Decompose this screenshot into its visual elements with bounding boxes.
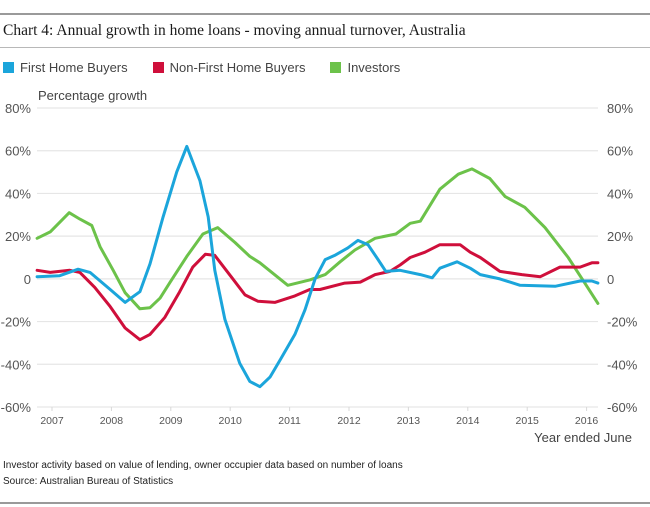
y-tick-label-right: 60% <box>607 144 633 159</box>
x-tick-label: 2015 <box>516 415 540 427</box>
y-tick-label-left: 40% <box>5 186 31 201</box>
y-axis-left: 80% 60% 40% 20% 0 -20% -40% -60% <box>1 101 32 415</box>
series-line-non-first-home-buyers <box>35 243 600 342</box>
y-axis-right: 80% 60% 40% 20% 0 -20% -40% -60% <box>607 101 638 415</box>
legend-swatch-first-home-buyers <box>3 62 14 73</box>
x-tick-label: 2009 <box>159 415 183 427</box>
y-tick-label-left: 80% <box>5 101 31 116</box>
legend-item-investors: Investors <box>330 60 400 75</box>
series-line-investors <box>35 167 600 311</box>
y-tick-label-left: 0 <box>24 272 31 287</box>
y-tick-label-left: 60% <box>5 144 31 159</box>
x-tick-label: 2012 <box>337 415 361 427</box>
y-tick-label-right: -60% <box>607 400 638 415</box>
y-axis-title: Percentage growth <box>38 88 148 103</box>
x-tick-label: 2007 <box>40 415 64 427</box>
y-tick-label-right: -20% <box>607 315 638 330</box>
legend-label: First Home Buyers <box>20 60 128 75</box>
top-rule <box>0 13 650 15</box>
y-tick-label-left: 20% <box>5 229 31 244</box>
legend-label: Investors <box>347 60 401 75</box>
y-tick-label-left: -40% <box>1 357 32 372</box>
x-tick-label: 2008 <box>100 415 124 427</box>
y-tick-label-right: 20% <box>607 229 633 244</box>
y-tick-label-left: -20% <box>1 315 32 330</box>
source-note: Source: Australian Bureau of Statistics <box>3 476 174 487</box>
series-line-first-home-buyers <box>35 144 600 389</box>
x-tick-label: 2014 <box>456 415 480 427</box>
legend-swatch-investors <box>330 62 342 73</box>
x-tick-label: 2016 <box>575 415 599 427</box>
legend-item-non-first-home-buyers: Non-First Home Buyers <box>152 60 306 75</box>
legend-item-first-home-buyers: First Home Buyers <box>3 60 128 75</box>
y-tick-label-right: -40% <box>607 357 638 372</box>
gridlines <box>37 107 598 408</box>
title-rule <box>0 47 650 48</box>
legend-swatch-non-first-home-buyers <box>152 62 164 73</box>
x-axis: 2007 2008 2009 2010 2011 2012 2013 2014 2015 2016 <box>40 407 598 427</box>
x-tick-label: 2011 <box>278 415 301 427</box>
x-tick-label: 2010 <box>219 415 243 427</box>
y-tick-label-right: 0 <box>607 272 614 287</box>
footnote: Investor activity based on value of lend… <box>3 460 403 471</box>
legend-label: Non-First Home Buyers <box>169 60 306 75</box>
chart-title: Chart 4: Annual growth in home loans - m… <box>3 22 466 39</box>
y-tick-label-right: 40% <box>607 186 633 201</box>
series-lines <box>35 144 600 389</box>
bottom-rule <box>0 502 650 504</box>
legend: First Home Buyers Non-First Home Buyers … <box>3 60 425 75</box>
x-tick-label: 2013 <box>397 415 421 427</box>
y-tick-label-left: -60% <box>1 400 32 415</box>
x-axis-title: Year ended June <box>534 430 632 445</box>
y-tick-label-right: 80% <box>607 101 633 116</box>
